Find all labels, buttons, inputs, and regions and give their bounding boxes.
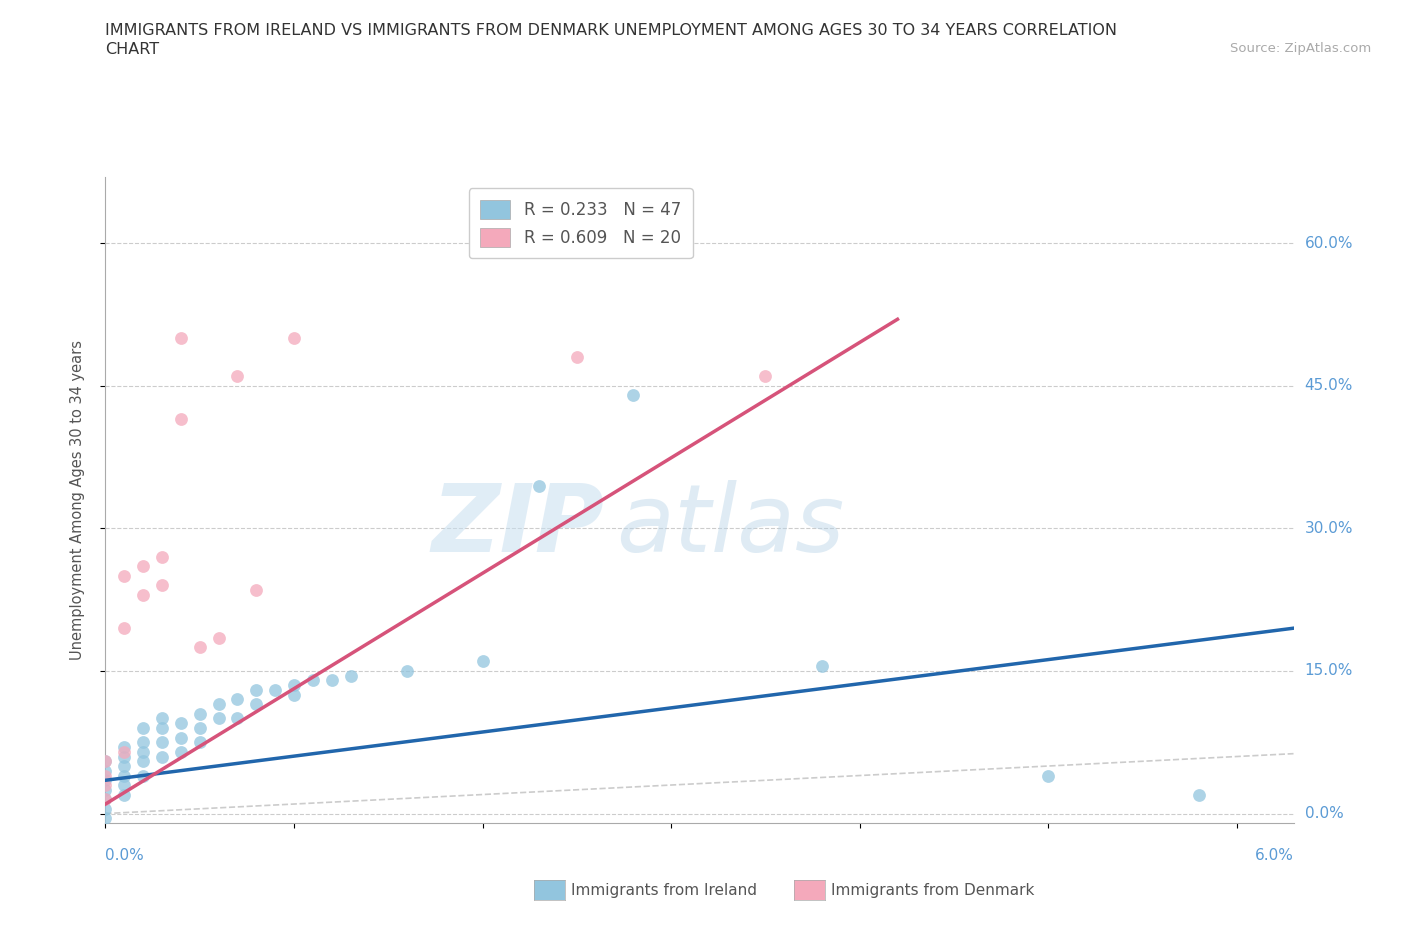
Text: 60.0%: 60.0% xyxy=(1305,235,1353,251)
Text: 6.0%: 6.0% xyxy=(1254,848,1294,863)
Point xyxy=(396,663,419,678)
Point xyxy=(132,735,155,750)
Point xyxy=(170,716,193,731)
Point xyxy=(264,683,287,698)
Point xyxy=(94,754,117,769)
Point xyxy=(1038,768,1060,783)
Point xyxy=(150,749,173,764)
Point xyxy=(170,744,193,759)
Point xyxy=(112,759,135,774)
Text: 30.0%: 30.0% xyxy=(1305,521,1353,536)
Point xyxy=(150,578,173,592)
Text: Immigrants from Denmark: Immigrants from Denmark xyxy=(831,883,1035,897)
Point xyxy=(565,350,588,365)
Legend: R = 0.233   N = 47, R = 0.609   N = 20: R = 0.233 N = 47, R = 0.609 N = 20 xyxy=(468,188,693,259)
Point xyxy=(811,658,834,673)
Point xyxy=(112,777,135,792)
Point xyxy=(207,631,229,645)
Point xyxy=(170,412,193,427)
Point xyxy=(527,478,550,493)
Point xyxy=(132,721,155,736)
Point xyxy=(245,697,267,711)
Point xyxy=(94,754,117,769)
Text: IMMIGRANTS FROM IRELAND VS IMMIGRANTS FROM DENMARK UNEMPLOYMENT AMONG AGES 30 TO: IMMIGRANTS FROM IRELAND VS IMMIGRANTS FR… xyxy=(105,23,1118,38)
Point xyxy=(112,568,135,583)
Point xyxy=(94,773,117,788)
Point xyxy=(94,777,117,792)
Point xyxy=(623,388,645,403)
Y-axis label: Unemployment Among Ages 30 to 34 years: Unemployment Among Ages 30 to 34 years xyxy=(70,339,84,660)
Point xyxy=(283,331,305,346)
Point xyxy=(226,369,249,384)
Point xyxy=(302,673,325,688)
Point xyxy=(150,711,173,726)
Point xyxy=(150,550,173,565)
Point xyxy=(132,588,155,603)
Point xyxy=(226,711,249,726)
Text: atlas: atlas xyxy=(616,480,845,571)
Text: 45.0%: 45.0% xyxy=(1305,379,1353,393)
Point xyxy=(245,583,267,598)
Point xyxy=(339,669,361,684)
Text: Source: ZipAtlas.com: Source: ZipAtlas.com xyxy=(1230,42,1371,55)
Point xyxy=(94,802,117,817)
Point xyxy=(112,787,135,802)
Point xyxy=(207,697,229,711)
Point xyxy=(94,791,117,806)
Point xyxy=(94,791,117,806)
Point xyxy=(188,721,211,736)
Text: 0.0%: 0.0% xyxy=(1305,806,1343,821)
Point xyxy=(112,739,135,754)
Point xyxy=(112,749,135,764)
Point xyxy=(188,706,211,721)
Point xyxy=(132,754,155,769)
Point xyxy=(283,687,305,702)
Point xyxy=(94,782,117,797)
Text: 15.0%: 15.0% xyxy=(1305,663,1353,679)
Point xyxy=(132,559,155,574)
Point xyxy=(226,692,249,707)
Point xyxy=(150,721,173,736)
Point xyxy=(283,678,305,693)
Point xyxy=(94,768,117,783)
Point xyxy=(245,683,267,698)
Point xyxy=(150,735,173,750)
Text: ZIP: ZIP xyxy=(432,480,605,572)
Point xyxy=(132,768,155,783)
Point xyxy=(112,744,135,759)
Point xyxy=(188,735,211,750)
Point xyxy=(1188,787,1211,802)
Text: Immigrants from Ireland: Immigrants from Ireland xyxy=(571,883,756,897)
Point xyxy=(112,620,135,635)
Point xyxy=(94,764,117,778)
Text: CHART: CHART xyxy=(105,42,159,57)
Point xyxy=(170,331,193,346)
Point xyxy=(170,730,193,745)
Point xyxy=(112,768,135,783)
Point xyxy=(94,811,117,826)
Point xyxy=(471,654,494,669)
Point xyxy=(132,744,155,759)
Text: 0.0%: 0.0% xyxy=(105,848,145,863)
Point xyxy=(754,369,776,384)
Point xyxy=(207,711,229,726)
Point xyxy=(321,673,343,688)
Point xyxy=(188,640,211,655)
